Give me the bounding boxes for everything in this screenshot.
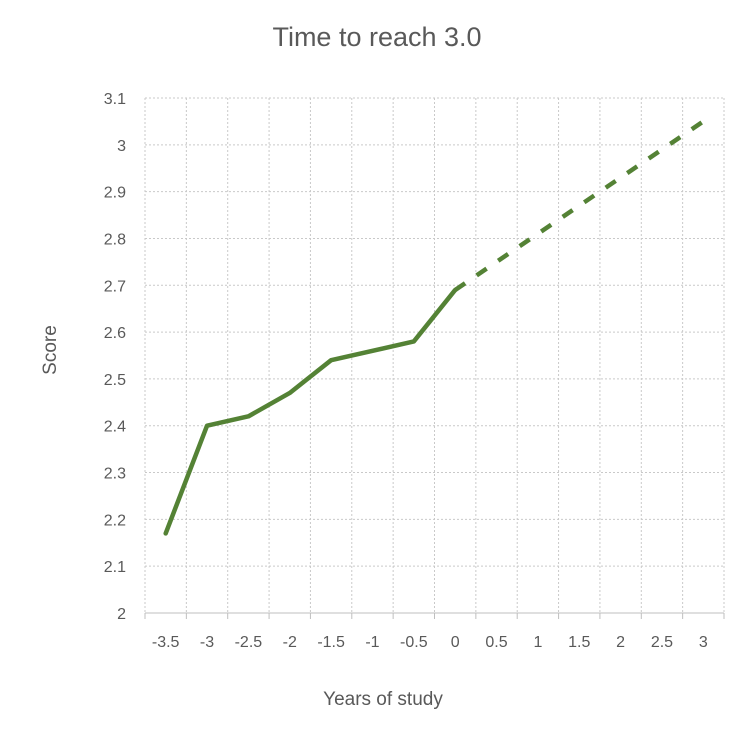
y-tick-label: 2.8 bbox=[104, 231, 126, 248]
axes bbox=[144, 612, 725, 619]
chart-title: Time to reach 3.0 bbox=[272, 22, 481, 52]
y-tick-label: 3.1 bbox=[104, 91, 126, 108]
y-tick-label: 2.9 bbox=[104, 185, 126, 202]
projected-series-line bbox=[453, 119, 705, 292]
data-series bbox=[163, 119, 705, 536]
x-tick-label: -2 bbox=[283, 634, 297, 651]
y-axis-title: Score bbox=[40, 325, 61, 375]
x-tick-label: -3 bbox=[200, 634, 214, 651]
x-tick-label: 3 bbox=[699, 634, 708, 651]
y-tick-label: 2.4 bbox=[104, 419, 126, 436]
x-tick-label: -1 bbox=[365, 634, 379, 651]
y-tick-label: 2.5 bbox=[104, 372, 126, 389]
x-tick-label: 2 bbox=[616, 634, 625, 651]
x-tick-label: -3.5 bbox=[152, 634, 180, 651]
gridlines bbox=[144, 97, 725, 613]
x-axis-tick-labels: -3.5 -3 -2.5 -2 -1.5 -1 -0.5 0 0.5 1 1.5 2 2.5 3 bbox=[152, 634, 708, 651]
x-tick-label: 0 bbox=[451, 634, 460, 651]
y-axis-tick-labels: 2 2.1 2.2 2.3 2.4 2.5 2.6 2.7 2.8 2.9 3 3.1 bbox=[104, 91, 126, 623]
y-tick-label: 2.7 bbox=[104, 278, 126, 295]
x-tick-label: 2.5 bbox=[651, 634, 673, 651]
observed-series-line bbox=[163, 287, 458, 536]
y-tick-label: 2 bbox=[117, 606, 126, 623]
x-axis-title: Years of study bbox=[323, 689, 443, 710]
x-tick-label: 0.5 bbox=[485, 634, 507, 651]
x-tick-label: 1 bbox=[533, 634, 542, 651]
y-tick-label: 2.6 bbox=[104, 325, 126, 342]
x-tick-label: 1.5 bbox=[568, 634, 590, 651]
x-tick-label: -2.5 bbox=[235, 634, 263, 651]
y-tick-label: 3 bbox=[117, 138, 126, 155]
x-tick-label: -1.5 bbox=[317, 634, 345, 651]
y-tick-label: 2.3 bbox=[104, 466, 126, 483]
y-tick-label: 2.2 bbox=[104, 512, 126, 529]
y-tick-label: 2.1 bbox=[104, 559, 126, 576]
x-tick-label: -0.5 bbox=[400, 634, 428, 651]
